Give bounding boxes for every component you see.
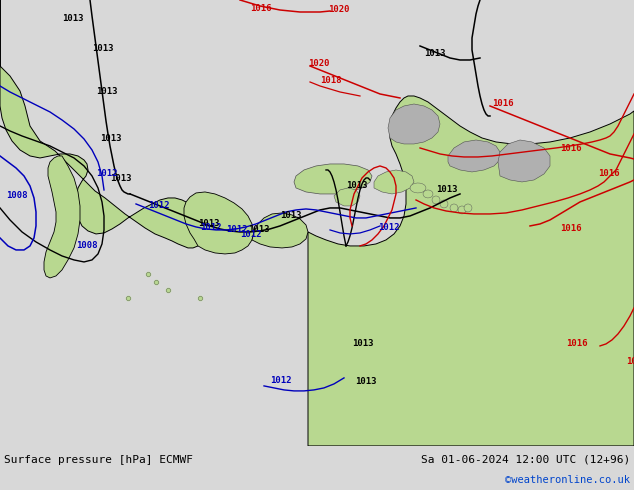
Text: 1013: 1013: [100, 134, 122, 143]
Text: 1013: 1013: [248, 225, 269, 234]
Text: 1008: 1008: [6, 191, 27, 200]
Polygon shape: [374, 170, 414, 194]
Polygon shape: [308, 96, 634, 446]
Text: 1008: 1008: [76, 241, 98, 250]
Text: 1013: 1013: [198, 219, 219, 228]
Text: 1013: 1013: [96, 87, 117, 96]
Text: 1016: 1016: [626, 357, 634, 366]
Text: ©weatheronline.co.uk: ©weatheronline.co.uk: [505, 475, 630, 485]
Text: 1013: 1013: [352, 339, 373, 348]
Text: 1013: 1013: [355, 377, 377, 386]
Polygon shape: [498, 140, 550, 182]
Text: 1012: 1012: [226, 225, 247, 234]
Text: 1012: 1012: [96, 169, 117, 178]
Polygon shape: [252, 213, 308, 248]
Polygon shape: [0, 0, 204, 248]
Text: 1013: 1013: [62, 14, 84, 23]
Text: 1013: 1013: [346, 181, 368, 190]
Text: 1018: 1018: [320, 76, 342, 85]
Text: 1013: 1013: [280, 211, 302, 220]
Text: 1013: 1013: [92, 44, 113, 53]
Text: 1012: 1012: [378, 223, 399, 232]
Text: 1020: 1020: [308, 59, 330, 68]
Polygon shape: [464, 204, 472, 212]
Text: Sa 01-06-2024 12:00 UTC (12+96): Sa 01-06-2024 12:00 UTC (12+96): [421, 455, 630, 465]
Text: 1016: 1016: [566, 339, 588, 348]
Text: 1013: 1013: [436, 185, 458, 194]
Polygon shape: [44, 156, 80, 278]
Text: 1013: 1013: [424, 49, 446, 58]
Text: 1016: 1016: [250, 4, 271, 13]
Polygon shape: [432, 196, 440, 204]
Text: 1016: 1016: [598, 169, 619, 178]
Text: 1012: 1012: [148, 201, 169, 210]
Polygon shape: [458, 206, 466, 214]
Polygon shape: [410, 183, 426, 193]
Polygon shape: [450, 204, 458, 212]
Polygon shape: [334, 188, 360, 206]
Text: 1020: 1020: [328, 5, 349, 14]
Polygon shape: [388, 104, 440, 144]
Text: Surface pressure [hPa] ECMWF: Surface pressure [hPa] ECMWF: [4, 455, 193, 465]
Text: 1016: 1016: [560, 144, 581, 153]
Text: 1012: 1012: [240, 230, 261, 239]
Polygon shape: [423, 190, 433, 198]
Text: 1013: 1013: [110, 174, 131, 183]
Text: 1012: 1012: [270, 376, 292, 385]
Polygon shape: [448, 140, 500, 172]
Polygon shape: [440, 200, 448, 208]
Text: 1012: 1012: [200, 223, 221, 232]
Text: 1016: 1016: [492, 99, 514, 108]
Text: 1016: 1016: [560, 224, 581, 233]
Polygon shape: [184, 192, 254, 254]
Polygon shape: [294, 164, 372, 194]
